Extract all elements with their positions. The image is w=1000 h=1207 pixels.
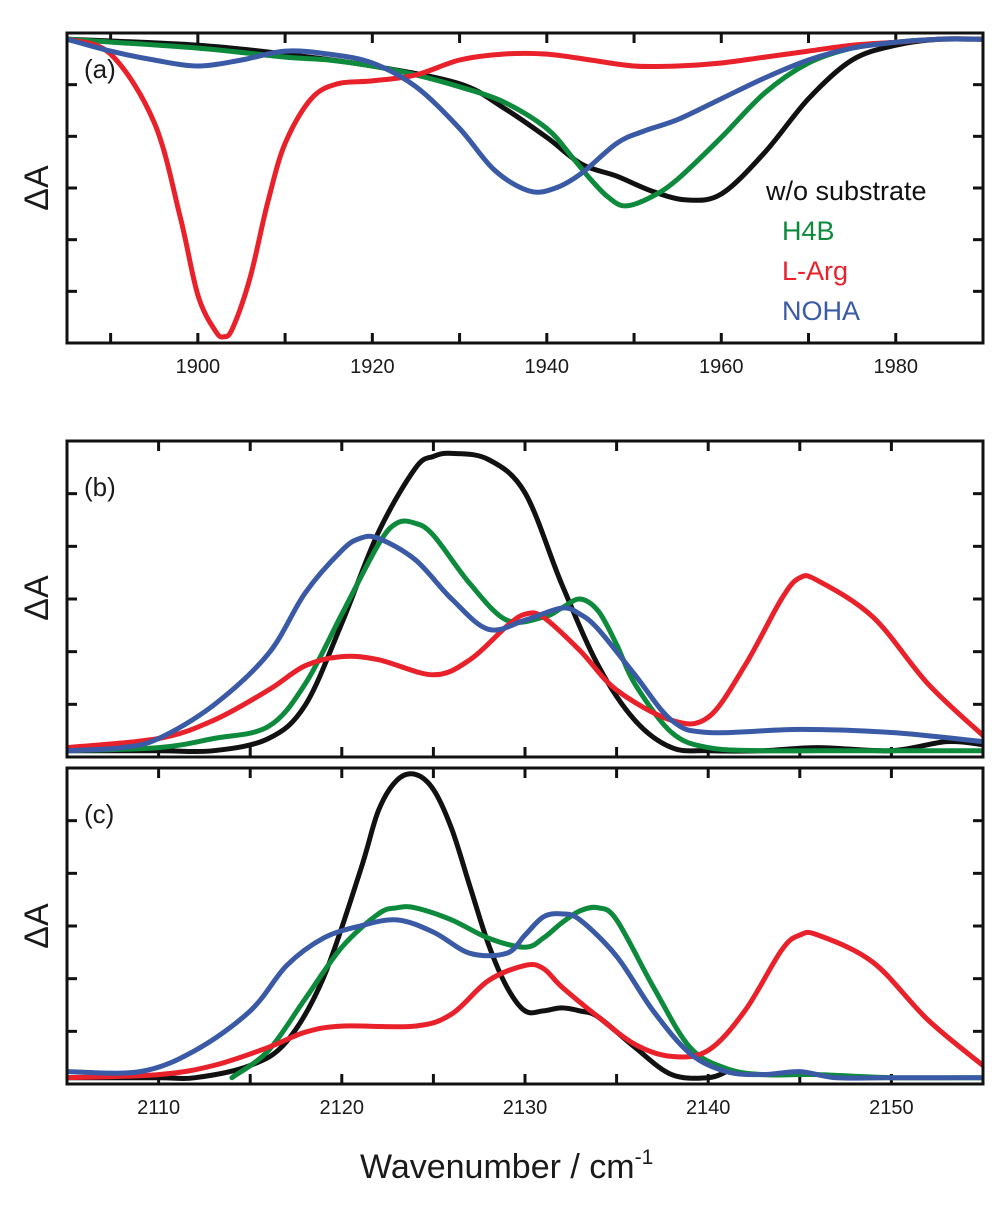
legend-entry-noha: NOHA bbox=[782, 296, 860, 326]
x-tick-label: 1920 bbox=[350, 356, 395, 378]
panel-b-curves bbox=[68, 450, 982, 755]
panel-a-curves bbox=[68, 36, 982, 340]
x-tick-label: 2120 bbox=[320, 1097, 365, 1119]
x-tick-label: 1980 bbox=[874, 356, 919, 378]
panel-a-y-axis-label: ΔA bbox=[18, 165, 56, 211]
x-tick-label: 2110 bbox=[137, 1097, 180, 1119]
series-noha-line bbox=[68, 36, 982, 195]
x-tick-label: 1940 bbox=[525, 356, 570, 378]
panel-b: (b) ΔA bbox=[18, 439, 985, 759]
legend-entry-l-arg: L-Arg bbox=[782, 256, 848, 286]
panel-a-legend: w/o substrate H4B L-Arg NOHA bbox=[765, 176, 927, 326]
panel-c-curves bbox=[68, 771, 982, 1082]
x-axis-label-text: Wavenumber / cm bbox=[360, 1148, 635, 1186]
panel-a-ticks bbox=[67, 33, 983, 343]
x-tick-label: 2150 bbox=[869, 1097, 914, 1119]
series-noha-line bbox=[68, 533, 982, 754]
panel-a: (a) ΔA 1900 1920 1940 1960 1980 w/o substrat… bbox=[18, 31, 985, 378]
series-l-arg-line bbox=[68, 573, 982, 750]
x-axis-label: Wavenumber / cm-1 bbox=[360, 1146, 653, 1186]
series-l-arg-line bbox=[68, 36, 982, 340]
x-tick-label: 2130 bbox=[503, 1097, 548, 1119]
panel-b-label: (b) bbox=[84, 472, 116, 502]
x-axis-label-superscript: -1 bbox=[635, 1146, 654, 1169]
panel-c: (c) ΔA 2110 2120 2130 2140 2150 Wavenumber /… bbox=[18, 766, 985, 1186]
series-noha-line bbox=[68, 911, 982, 1081]
panel-c-y-axis-label: ΔA bbox=[18, 903, 56, 949]
panel-a-label: (a) bbox=[84, 54, 116, 84]
panel-a-x-tick-labels: 1900 1920 1940 1960 1980 bbox=[176, 356, 918, 378]
legend-entry-h4b: H4B bbox=[782, 216, 835, 246]
legend-entry-w-o-substrate: w/o substrate bbox=[765, 176, 927, 206]
panel-b-y-axis-label: ΔA bbox=[18, 575, 56, 621]
x-tick-label: 1960 bbox=[699, 356, 744, 378]
series-l-arg-line bbox=[68, 929, 982, 1081]
x-tick-label: 1900 bbox=[176, 356, 221, 378]
panel-c-x-tick-labels: 2110 2120 2130 2140 2150 bbox=[137, 1097, 914, 1119]
panel-c-label: (c) bbox=[84, 799, 114, 829]
x-tick-label: 2140 bbox=[686, 1097, 731, 1119]
panel-c-ticks bbox=[67, 768, 983, 1084]
